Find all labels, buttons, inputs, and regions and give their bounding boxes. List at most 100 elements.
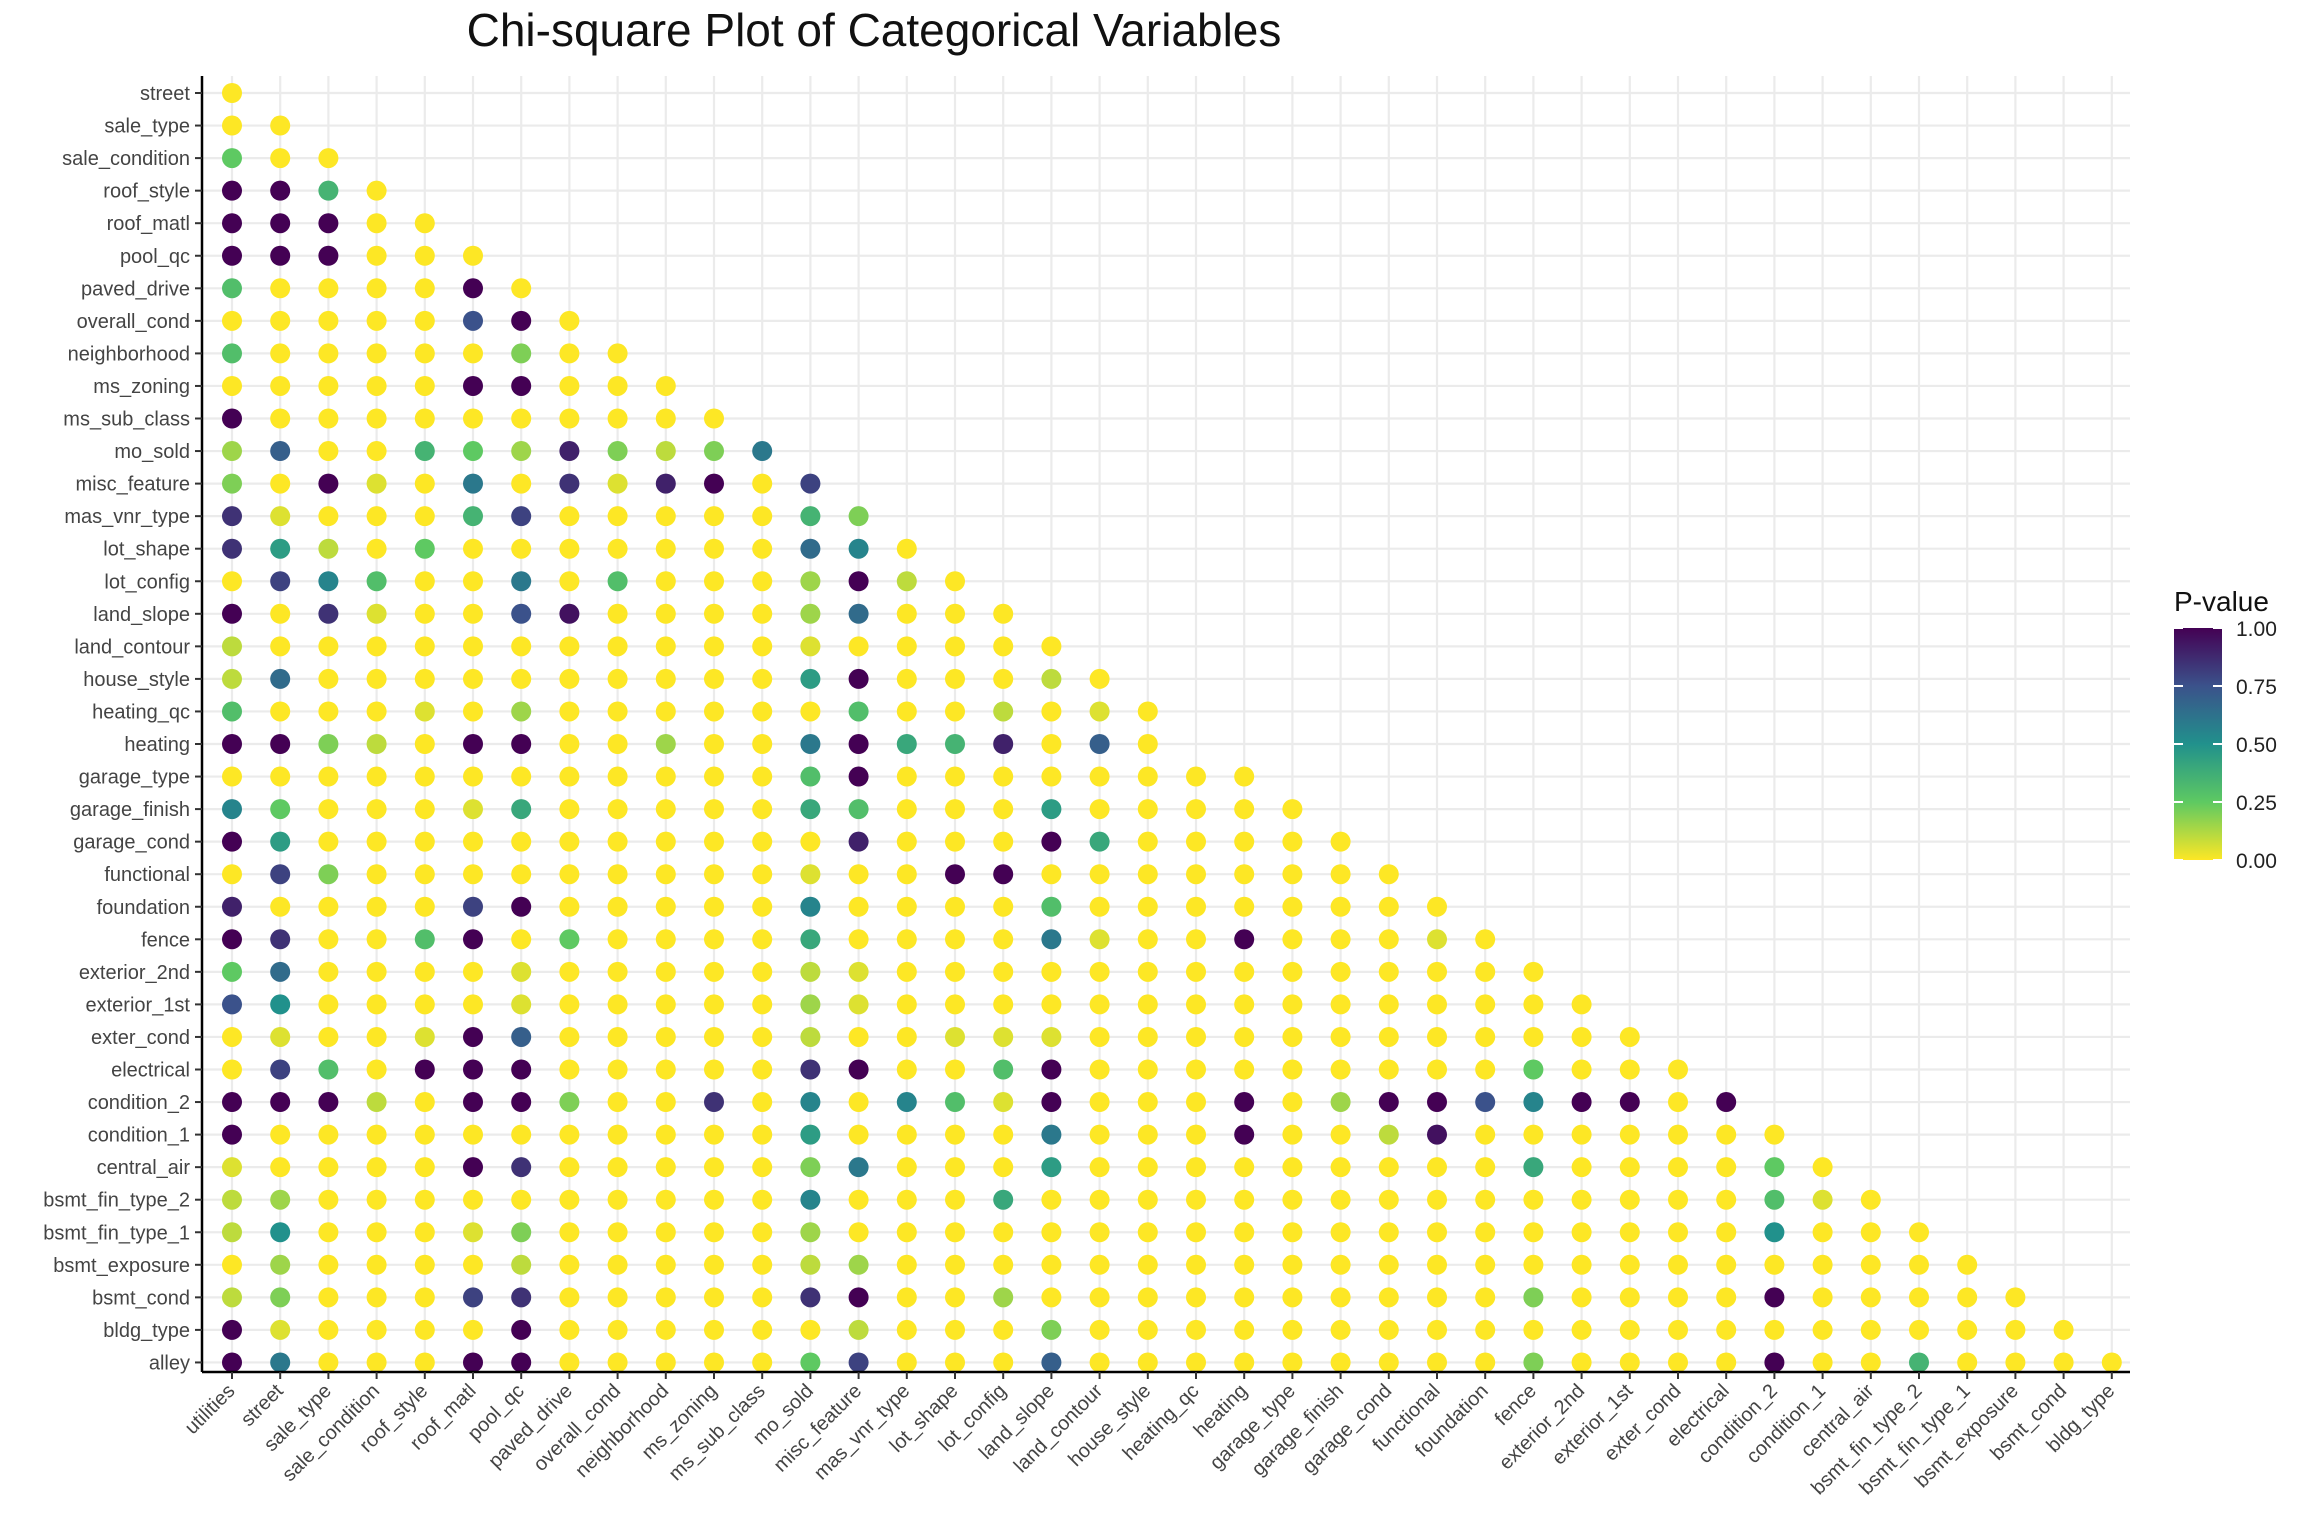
dot: [1282, 896, 1303, 917]
dot: [655, 994, 676, 1015]
dot: [1330, 864, 1351, 885]
dot: [848, 668, 869, 689]
dot: [1860, 1352, 1881, 1373]
dot: [1764, 1124, 1785, 1145]
dot: [1234, 799, 1255, 820]
dot: [945, 1287, 965, 1308]
dot: [1812, 1189, 1833, 1210]
dot: [1137, 1222, 1158, 1243]
dot: [270, 1287, 291, 1308]
dot: [896, 603, 917, 624]
dot: [1619, 1287, 1640, 1308]
dot: [1282, 864, 1303, 885]
dot: [1137, 1287, 1158, 1308]
dot: [607, 1189, 628, 1210]
dot: [1282, 929, 1303, 950]
dot: [607, 538, 628, 559]
dot: [607, 1287, 628, 1308]
dot: [1137, 1189, 1158, 1210]
dot: [1137, 1124, 1158, 1145]
dot: [896, 1092, 917, 1113]
dot: [993, 1287, 1014, 1308]
dot: [1427, 1287, 1447, 1308]
dot: [655, 375, 676, 396]
dot: [414, 278, 435, 299]
dot: [655, 961, 676, 982]
dot: [1571, 1287, 1592, 1308]
dot: [993, 1157, 1014, 1178]
dot: [704, 571, 724, 592]
dot: [366, 1189, 387, 1210]
dot: [511, 278, 532, 299]
dot: [559, 1287, 580, 1308]
dot: [318, 408, 339, 429]
dot: [655, 1124, 676, 1145]
dot: [1089, 1026, 1110, 1047]
dot: [1041, 1092, 1062, 1113]
dot: [1523, 994, 1544, 1015]
dot: [1378, 1319, 1399, 1340]
dot: [414, 1287, 435, 1308]
dot: [896, 571, 917, 592]
dot: [463, 1189, 483, 1210]
dot: [270, 375, 291, 396]
dot: [945, 1189, 965, 1210]
dot: [511, 473, 532, 494]
dot: [1282, 994, 1303, 1015]
dot: [318, 180, 339, 201]
dot: [1812, 1157, 1833, 1178]
dot: [270, 213, 291, 234]
dot: [2005, 1287, 2026, 1308]
dot: [945, 603, 965, 624]
dot: [222, 245, 242, 266]
dot: [414, 668, 435, 689]
dot: [559, 864, 580, 885]
dot: [463, 473, 483, 494]
dot: [1089, 1059, 1110, 1080]
dot: [511, 734, 532, 754]
dot: [1860, 1319, 1881, 1340]
dot: [222, 994, 242, 1015]
dot: [607, 1352, 628, 1373]
dot: [1282, 1026, 1303, 1047]
y-tick-label: exter_cond: [91, 1027, 190, 1049]
dot: [848, 636, 869, 657]
dot: [1427, 1222, 1447, 1243]
dot: [704, 896, 724, 917]
dot: [366, 1124, 387, 1145]
dot: [800, 1059, 821, 1080]
dot: [1282, 831, 1303, 852]
dot: [366, 538, 387, 559]
dot: [800, 668, 821, 689]
dot: [800, 1026, 821, 1047]
dot: [1475, 1026, 1496, 1047]
dot: [1523, 1319, 1544, 1340]
dot: [1716, 1124, 1737, 1145]
dot: [1523, 1124, 1544, 1145]
dot: [607, 571, 628, 592]
dot: [1234, 1124, 1255, 1145]
dot: [752, 1026, 773, 1047]
y-tick-label: condition_1: [88, 1125, 190, 1147]
dot: [1089, 701, 1110, 722]
dot: [1427, 1254, 1447, 1275]
dot: [559, 1157, 580, 1178]
dot: [318, 278, 339, 299]
dot: [1523, 1092, 1544, 1113]
dot: [1619, 1222, 1640, 1243]
dot: [511, 375, 532, 396]
dot: [993, 961, 1014, 982]
dot: [1764, 1189, 1785, 1210]
dot: [559, 636, 580, 657]
dot: [704, 441, 724, 462]
dot: [270, 1157, 291, 1178]
dot: [463, 961, 483, 982]
dot: [607, 734, 628, 754]
dot: [559, 799, 580, 820]
dot: [366, 864, 387, 885]
dot: [945, 929, 965, 950]
dot: [270, 538, 291, 559]
dot: [993, 1092, 1014, 1113]
dot: [1571, 1319, 1592, 1340]
dot: [1041, 831, 1062, 852]
